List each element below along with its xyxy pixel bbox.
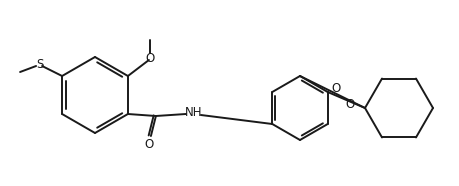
Text: O: O [345, 97, 354, 110]
Text: NH: NH [185, 107, 202, 119]
Text: S: S [36, 57, 44, 70]
Text: O: O [145, 52, 154, 65]
Text: O: O [331, 83, 341, 95]
Text: O: O [144, 137, 153, 150]
